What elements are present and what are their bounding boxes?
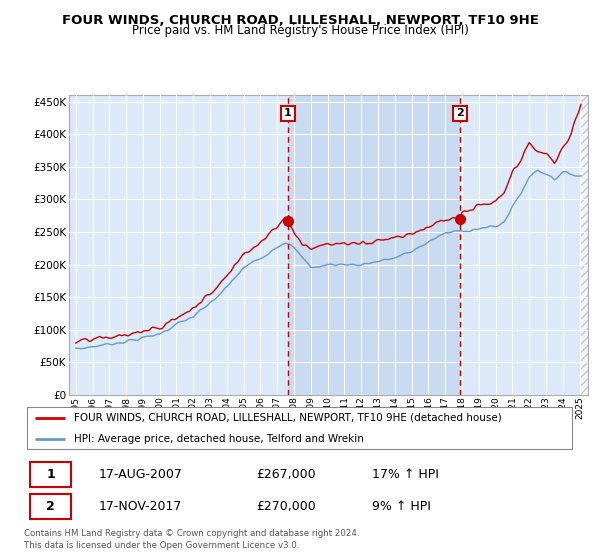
- Text: Price paid vs. HM Land Registry's House Price Index (HPI): Price paid vs. HM Land Registry's House …: [131, 24, 469, 37]
- Text: 9% ↑ HPI: 9% ↑ HPI: [372, 500, 431, 513]
- Text: 2: 2: [46, 500, 55, 513]
- Bar: [288, 95, 460, 395]
- Text: 1: 1: [284, 109, 292, 118]
- Text: HPI: Average price, detached house, Telford and Wrekin: HPI: Average price, detached house, Telf…: [74, 434, 364, 444]
- Text: 1: 1: [46, 468, 55, 481]
- Text: FOUR WINDS, CHURCH ROAD, LILLESHALL, NEWPORT, TF10 9HE (detached house): FOUR WINDS, CHURCH ROAD, LILLESHALL, NEW…: [74, 413, 502, 423]
- FancyBboxPatch shape: [27, 407, 572, 449]
- Bar: [580, 95, 588, 395]
- Text: 17-NOV-2017: 17-NOV-2017: [98, 500, 182, 513]
- Text: 2: 2: [456, 109, 464, 118]
- Text: FOUR WINDS, CHURCH ROAD, LILLESHALL, NEWPORT, TF10 9HE: FOUR WINDS, CHURCH ROAD, LILLESHALL, NEW…: [62, 14, 538, 27]
- Text: Contains HM Land Registry data © Crown copyright and database right 2024.
This d: Contains HM Land Registry data © Crown c…: [24, 529, 359, 550]
- Text: £267,000: £267,000: [256, 468, 316, 481]
- Text: £270,000: £270,000: [256, 500, 316, 513]
- FancyBboxPatch shape: [29, 462, 71, 487]
- Text: 17% ↑ HPI: 17% ↑ HPI: [372, 468, 439, 481]
- FancyBboxPatch shape: [29, 494, 71, 519]
- Text: 17-AUG-2007: 17-AUG-2007: [98, 468, 182, 481]
